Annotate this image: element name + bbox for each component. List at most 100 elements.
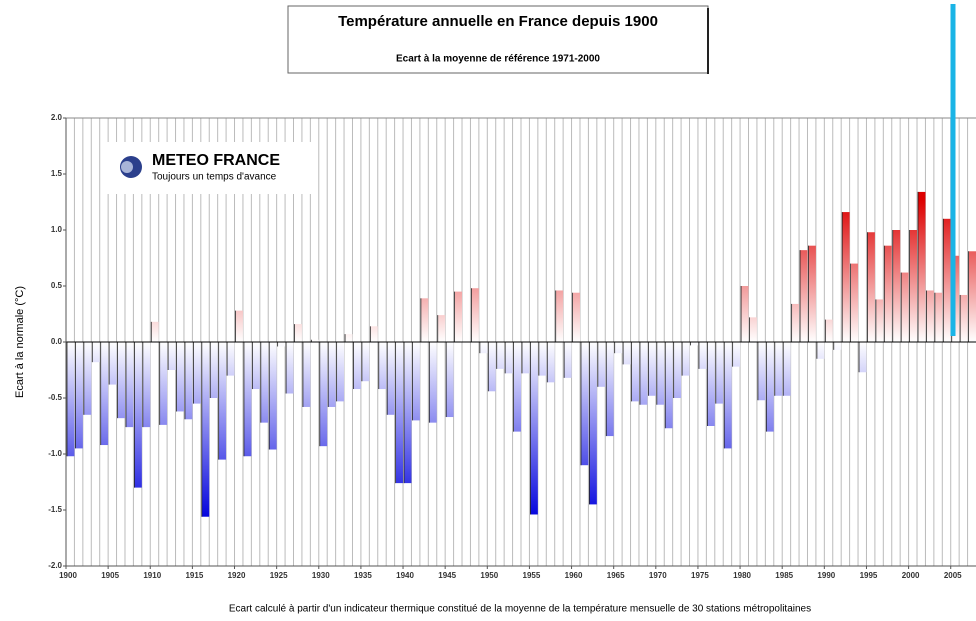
bar xyxy=(345,334,353,342)
bar xyxy=(488,342,496,392)
bar xyxy=(639,342,648,405)
bar xyxy=(555,290,564,342)
bar xyxy=(833,342,842,350)
bar xyxy=(580,342,589,466)
bar xyxy=(505,342,513,374)
y-tick-label: -0.5 xyxy=(48,393,62,402)
bar xyxy=(656,342,665,405)
x-tick-label: 1980 xyxy=(733,571,751,580)
bar xyxy=(749,317,757,342)
bar xyxy=(100,342,109,446)
bar xyxy=(859,342,867,373)
x-tick-label: 1910 xyxy=(143,571,161,580)
x-tick-label: 2000 xyxy=(902,571,920,580)
bar xyxy=(277,342,286,347)
bar xyxy=(479,342,488,354)
y-tick-label: 2.0 xyxy=(51,113,63,122)
bar xyxy=(757,342,766,401)
x-tick-label: 1925 xyxy=(270,571,288,580)
x-tick-label: 1995 xyxy=(860,571,878,580)
logo-tagline: Toujours un temps d'avance xyxy=(152,172,277,183)
title-box xyxy=(287,5,709,74)
bar xyxy=(589,342,597,505)
y-axis-label: Ecart à la normale (°C) xyxy=(14,286,26,398)
bar xyxy=(564,342,572,378)
bar xyxy=(168,342,176,370)
bar xyxy=(117,342,125,419)
x-tick-label: 1990 xyxy=(817,571,835,580)
y-tick-label: -1.0 xyxy=(48,449,62,458)
bar xyxy=(934,292,943,342)
bar xyxy=(311,339,319,342)
bar xyxy=(235,310,243,342)
bar xyxy=(193,342,201,404)
bar xyxy=(682,342,690,376)
bar xyxy=(875,299,884,342)
bar xyxy=(142,342,151,428)
y-tick-label: 1.5 xyxy=(51,169,63,178)
bar xyxy=(294,324,302,342)
bar xyxy=(968,251,976,342)
bar xyxy=(665,342,673,429)
bar xyxy=(471,288,479,342)
bar xyxy=(808,245,816,342)
bar xyxy=(109,342,117,385)
bar xyxy=(623,342,631,365)
bar xyxy=(825,319,833,342)
bar xyxy=(597,342,606,387)
x-tick-label: 1905 xyxy=(101,571,119,580)
bar xyxy=(319,342,328,447)
bar xyxy=(252,342,260,390)
y-tick-label: 0.5 xyxy=(51,281,63,290)
bar xyxy=(673,342,682,398)
bar xyxy=(243,342,252,457)
x-tick-label: 1945 xyxy=(438,571,456,580)
bar xyxy=(715,342,724,404)
bar xyxy=(201,342,210,517)
x-tick-label: 1935 xyxy=(354,571,372,580)
bar xyxy=(850,263,859,342)
bar xyxy=(698,342,707,369)
bar xyxy=(724,342,732,449)
x-tick-label: 1955 xyxy=(523,571,541,580)
bar xyxy=(336,342,345,402)
bar xyxy=(302,342,311,407)
x-tick-label: 1940 xyxy=(396,571,414,580)
x-tick-label: 1930 xyxy=(312,571,330,580)
bar xyxy=(707,342,715,426)
bar xyxy=(614,342,623,354)
bar xyxy=(960,294,968,342)
x-tick-label: 2005 xyxy=(944,571,962,580)
bar xyxy=(943,218,951,342)
x-tick-label: 1950 xyxy=(480,571,498,580)
logo: METEO FRANCE Toujours un temps d'avance xyxy=(104,142,316,194)
logo-icon xyxy=(121,161,133,173)
bar xyxy=(631,342,639,402)
bar xyxy=(766,342,774,432)
x-tick-label: 1985 xyxy=(775,571,793,580)
chart-subtitle: Ecart à la moyenne de référence 1971-200… xyxy=(396,54,600,65)
bar xyxy=(370,326,378,342)
bar xyxy=(800,250,808,342)
bar xyxy=(892,230,901,342)
bar xyxy=(867,232,875,342)
bar xyxy=(269,342,277,450)
bar xyxy=(260,342,269,423)
bar xyxy=(378,342,387,390)
bar xyxy=(909,230,918,342)
bar xyxy=(783,342,791,396)
bar xyxy=(522,342,530,374)
bar xyxy=(842,212,850,342)
bar xyxy=(884,245,892,342)
bar xyxy=(513,342,521,432)
bar xyxy=(741,286,749,342)
y-tick-label: -1.5 xyxy=(48,505,62,514)
x-tick-label: 1965 xyxy=(607,571,625,580)
bar xyxy=(286,342,294,394)
x-tick-label: 1900 xyxy=(59,571,77,580)
bar xyxy=(83,342,92,415)
bar xyxy=(67,342,75,457)
bar xyxy=(328,342,336,407)
bar xyxy=(125,342,134,428)
bar xyxy=(353,342,361,390)
